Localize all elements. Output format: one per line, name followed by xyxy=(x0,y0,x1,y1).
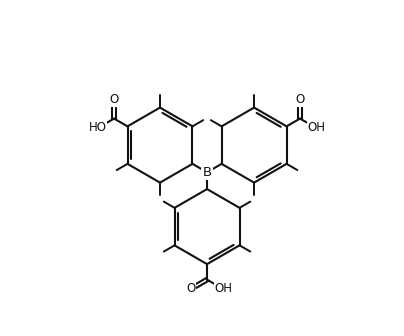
Text: O: O xyxy=(186,283,196,295)
Text: OH: OH xyxy=(307,121,325,134)
Text: HO: HO xyxy=(89,121,107,134)
Text: O: O xyxy=(295,93,305,107)
Text: B: B xyxy=(202,166,212,179)
Text: OH: OH xyxy=(214,283,232,295)
Text: O: O xyxy=(109,93,119,107)
